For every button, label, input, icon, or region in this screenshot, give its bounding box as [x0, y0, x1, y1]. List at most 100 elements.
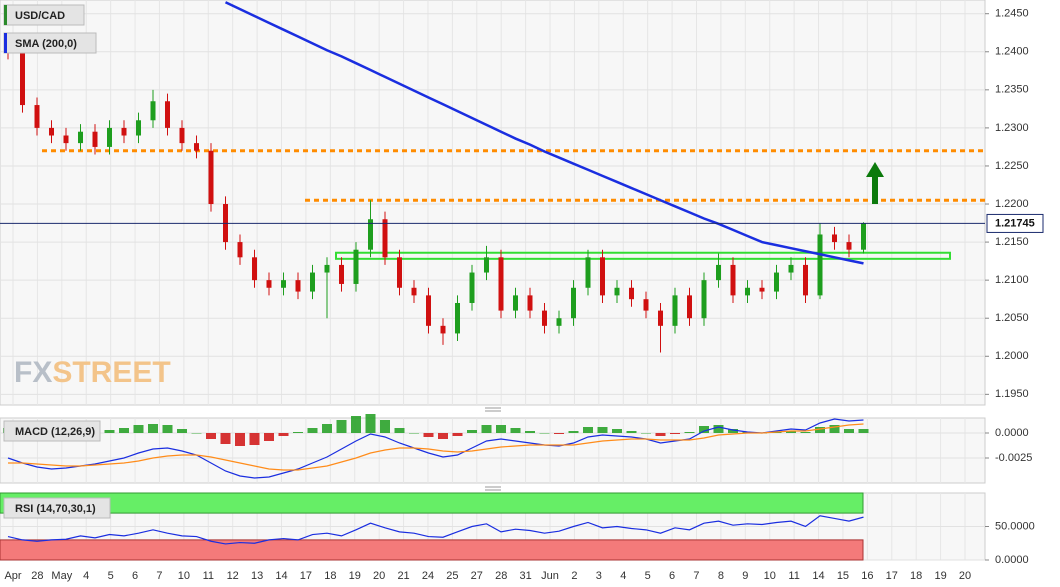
candle-body [527, 295, 533, 311]
macd-histogram-bar [264, 433, 274, 441]
candle-body [817, 234, 823, 296]
macd-histogram-bar [670, 433, 680, 434]
candle-body [861, 223, 866, 250]
x-tick-label: 5 [108, 570, 114, 582]
candle-body [701, 280, 707, 319]
x-tick-label: 14 [812, 570, 824, 582]
macd-histogram-bar [307, 428, 318, 433]
candle-body [832, 234, 837, 243]
candle-body [397, 257, 402, 288]
macd-histogram-bar [844, 429, 854, 433]
candle-body [426, 295, 431, 326]
y-tick-label: 0.0000 [995, 554, 1029, 566]
macd-histogram-bar [786, 431, 796, 433]
macd-histogram-bar [104, 430, 115, 433]
macd-histogram-bar [438, 433, 448, 439]
x-tick-label: 15 [837, 570, 849, 582]
macd-histogram-bar [394, 428, 405, 433]
candle-body [759, 287, 765, 292]
macd-histogram-bar [191, 433, 202, 434]
candle-body [846, 242, 852, 250]
rsi-line [7, 515, 864, 545]
macd-histogram-bar [452, 433, 463, 436]
x-tick-label: 16 [861, 570, 873, 582]
macd-histogram-bar [278, 433, 289, 436]
candle-body [20, 51, 25, 106]
x-tick-label: 11 [788, 570, 799, 582]
x-tick-label: 4 [620, 570, 626, 582]
candle-body [643, 299, 649, 311]
macd-histogram-bar [655, 433, 666, 436]
candle-body [788, 264, 794, 273]
y-tick-label: 1.2350 [995, 84, 1029, 96]
candle-body [672, 295, 678, 326]
candle-body [208, 150, 214, 205]
x-tick-label: 12 [227, 570, 239, 582]
candle-body [107, 127, 112, 147]
x-tick-label: 21 [397, 570, 409, 582]
macd-label: MACD (12,26,9) [15, 426, 95, 438]
x-tick-label: 6 [669, 570, 675, 582]
candle-body [745, 287, 750, 296]
last-price-label: 1.21745 [995, 217, 1035, 229]
x-tick-label: 10 [764, 570, 776, 582]
candle-body [556, 318, 562, 326]
x-tick-label: 6 [132, 570, 138, 582]
candle-body [121, 127, 127, 136]
macd-histogram-bar [684, 432, 695, 433]
y-tick-label: 1.2100 [995, 274, 1029, 286]
y-tick-label: 1.2400 [995, 46, 1029, 58]
x-tick-label: 17 [886, 570, 898, 582]
x-tick-label: 24 [422, 570, 434, 582]
macd-histogram-bar [380, 420, 390, 433]
x-tick-label: 17 [300, 570, 312, 582]
signal-line [8, 423, 864, 471]
x-tick-label: 2 [571, 570, 577, 582]
x-tick-label: 20 [373, 570, 385, 582]
candle-body [165, 101, 170, 128]
candle-body [324, 264, 330, 273]
rsi-label: RSI (14,70,30,1) [15, 503, 96, 515]
macd-histogram-bar [351, 416, 361, 433]
x-tick-label: 10 [178, 570, 190, 582]
watermark-part: FX [14, 356, 52, 389]
x-tick-label: 19 [349, 570, 361, 582]
x-tick-label: Jun [541, 570, 559, 582]
candle-body [513, 295, 518, 311]
macd-histogram-bar [322, 424, 332, 433]
macd-histogram-bar [467, 430, 477, 433]
candle-body [730, 264, 736, 296]
candle-body [687, 295, 692, 319]
candle-body [194, 143, 199, 151]
watermark: FXSTREET [14, 356, 171, 389]
macd-histogram-bar [539, 433, 550, 434]
candle-body [629, 287, 634, 300]
watermark-part: STREET [52, 356, 170, 389]
candle-body [368, 219, 373, 250]
candle-body [237, 242, 243, 258]
candle-body [411, 287, 417, 296]
candle-body [339, 264, 344, 284]
macd-histogram-bar [220, 433, 231, 444]
x-tick-label: 18 [910, 570, 922, 582]
macd-histogram-bar [815, 427, 825, 433]
candle-body [63, 135, 69, 144]
macd-histogram-bar [554, 433, 564, 434]
y-tick-label: -0.0025 [995, 452, 1032, 464]
macd-histogram-bar [119, 428, 129, 433]
candle-body [484, 257, 489, 273]
x-tick-label: 9 [742, 570, 748, 582]
candle-body [469, 272, 475, 303]
x-tick-label: 28 [31, 570, 43, 582]
x-tick-label: 27 [471, 570, 483, 582]
candle-body [542, 310, 547, 326]
y-tick-label: 1.2250 [995, 160, 1029, 172]
macd-histogram-bar [249, 433, 260, 445]
macd-histogram-bar [409, 433, 419, 434]
candle-body [455, 302, 460, 334]
macd-histogram-bar [510, 428, 521, 433]
candle-body [658, 310, 663, 326]
x-tick-label: 3 [596, 570, 602, 582]
main-pane [0, 0, 986, 406]
